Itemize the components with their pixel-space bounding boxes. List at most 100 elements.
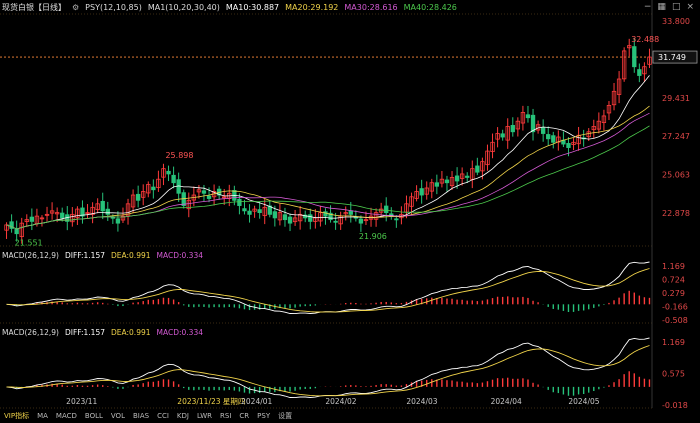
macd-tick-label: -0.508 [662,316,688,325]
candle-body [616,78,622,95]
tab-ma[interactable]: MA [37,412,48,420]
candle-body [44,213,50,216]
tab-lwr[interactable]: LWR [196,412,213,420]
candle-body [156,178,161,189]
candle-body [318,212,323,222]
dea-value: DEA:0.991 [111,251,151,260]
ma40-value: MA40:28.426 [403,3,457,12]
candle-body [24,219,29,222]
candle-body [277,212,283,221]
candle-body [637,69,642,76]
candle-body [444,179,450,184]
candle-body [282,214,288,221]
low-annotation: 21.551 [15,238,43,247]
tab-macd[interactable]: MACD [55,412,77,420]
macd-tick-label: 0.279 [662,289,685,298]
candle-body [19,222,24,238]
tab-cci[interactable]: CCI [157,412,169,420]
candle-body [141,191,146,198]
main-indicator-header: 现货白银【日线】 ⚙ PSY(12,10,85) MA1(10,20,30,40) MA… [2,1,463,14]
candle-body [500,133,505,138]
candle-body [394,218,399,221]
candle-body [14,228,19,235]
candle-body [439,178,445,184]
macd-value: MACD:0.334 [156,251,203,260]
candle-body [323,211,328,217]
candle-body [601,115,607,124]
tab-settings[interactable]: 设置 [278,412,293,420]
candle-body [551,135,556,143]
last-price-label: 31.749 [658,53,686,62]
candle-body [480,161,485,172]
dea-line [6,345,650,397]
candle-body [424,187,429,195]
candle-body [642,66,647,75]
dea-line [6,268,650,313]
candle-body [510,124,515,133]
date-label: 2024/03 [406,397,437,406]
square-icon[interactable]: □ [671,2,681,12]
candle-body [621,50,627,80]
price-annotations: 32.488 25.898 21.551 21.906 [15,35,660,247]
tab-kdj[interactable]: KDJ [176,412,189,420]
tab-vip[interactable]: VIP指标 [4,412,30,420]
last-price-box [652,50,698,64]
diff-value: DIFF:1.157 [64,328,105,337]
macd-header-2: MACD(26,12,9) DIFF:1.157 DEA:0.991 MACD:0.3… [2,327,209,338]
dea-value: DEA:0.991 [111,328,151,337]
candle-body [475,165,480,173]
tab-rsi[interactable]: RSI [220,412,232,420]
candle-body [135,193,141,201]
tab-boll[interactable]: BOLL [84,412,103,420]
candle-body [606,104,612,114]
settings-icon[interactable]: ⚙ [72,3,80,12]
candle-body [70,213,75,223]
candle-body [75,208,80,218]
candle-body [60,212,65,219]
close-icon[interactable]: × [686,2,694,12]
candle-body [262,206,267,217]
candle-body [632,46,637,68]
candle-body [596,120,602,130]
candle-body [449,177,455,187]
candle-body [292,217,298,223]
indicator-tab-bar: VIP指标 MA MACD BOLL VOL BIAS CCI KDJ LWR RSI CR PSY 设… [0,410,340,423]
psy-label: PSY(12,10,85) [85,3,142,12]
candle-body [490,141,495,153]
date-label: 2023/11/23 星期四 [177,397,245,406]
candle-body [267,205,272,215]
candle-body [125,203,131,217]
candle-body [308,214,313,222]
ma20-value: MA20:29.192 [285,3,339,12]
period-label[interactable]: 【日线】 [34,3,66,12]
macd-panel-1: 1.169 0.724 0.279 -0.166 -0.508 [6,261,688,325]
macd-tick-label: 1.169 [662,338,685,347]
symbol-title[interactable]: 现货白银 [2,3,34,12]
candle-body [627,45,632,49]
ma20-line [6,105,650,230]
grid-icon[interactable]: ▦ [657,2,666,12]
candle-body [247,210,252,215]
price-tick-label: 25.063 [662,171,690,180]
candle-body [409,196,414,207]
candle-body [201,190,207,194]
candle-body [287,216,293,224]
candle-body [611,90,617,106]
tab-vol[interactable]: VOL [110,412,125,420]
candle-body [647,56,652,65]
candle-body [591,126,596,131]
tab-cr[interactable]: CR [239,412,250,420]
tab-bias[interactable]: BIAS [132,412,150,420]
tab-psy[interactable]: PSY [257,412,271,420]
minus-icon[interactable]: − [643,2,652,12]
candle-body [146,184,151,194]
macd-tick-label: 0.575 [662,370,685,379]
candle-body [80,207,85,217]
ma30-value: MA30:28.616 [344,3,398,12]
candle-body [546,134,551,140]
moving-average-lines [6,75,650,230]
price-tick-label: 27.247 [662,132,690,141]
candle-body [222,196,227,199]
candle-body [206,195,212,199]
